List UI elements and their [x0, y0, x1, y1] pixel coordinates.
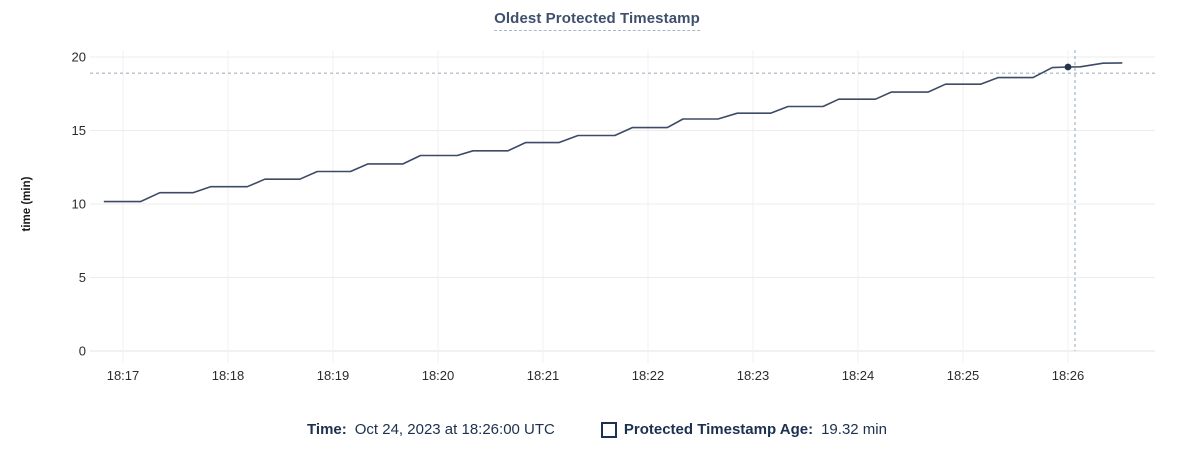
x-axis-tick-label: 18:18: [212, 368, 245, 383]
protected-timestamp-age-line: [103, 62, 1123, 203]
x-axis-tick-label: 18:23: [737, 368, 770, 383]
y-axis-tick-label: 20: [72, 50, 86, 65]
x-axis-tick-label: 18:19: [317, 368, 350, 383]
y-axis-tick-label: 5: [79, 270, 86, 285]
y-axis-title: time (min): [21, 176, 33, 231]
y-axis-tick-label: 0: [79, 344, 86, 359]
chart-legend: Time: Oct 24, 2023 at 18:26:00 UTC Prote…: [0, 421, 1194, 438]
legend-time-label: Time:: [307, 421, 347, 438]
legend-time-value: Oct 24, 2023 at 18:26:00 UTC: [354, 421, 555, 438]
line-chart-canvas[interactable]: 0 5 10 15 20 18:17 18:18 18:19 18:20 18:21 18:22 18…: [0, 0, 1194, 400]
series-toggle-checkbox-icon[interactable]: [600, 421, 617, 438]
x-axis-tick-label: 18:26: [1052, 368, 1085, 383]
hovered-data-point-dot: [1064, 63, 1072, 71]
x-axis-tick-label: 18:20: [422, 368, 455, 383]
x-axis-tick-label: 18:21: [527, 368, 560, 383]
legend-series-value: 19.32 min: [821, 421, 887, 438]
legend-series-label: Protected Timestamp Age:: [623, 421, 814, 438]
x-axis-tick-label: 18:17: [107, 368, 140, 383]
x-axis-tick-label: 18:22: [632, 368, 665, 383]
x-axis-tick-label: 18:25: [947, 368, 980, 383]
y-axis-tick-label: 10: [72, 197, 86, 212]
y-axis-tick-label: 15: [72, 123, 86, 138]
chart-title: Oldest Protected Timestamp: [494, 10, 700, 31]
x-axis-tick-label: 18:24: [842, 368, 875, 383]
